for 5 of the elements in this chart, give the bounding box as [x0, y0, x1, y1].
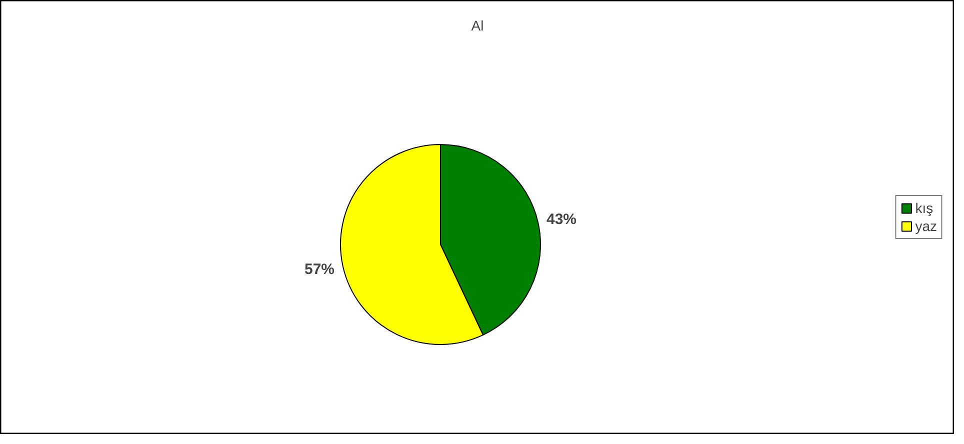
legend-label: kış: [915, 200, 934, 216]
legend-label: yaz: [915, 218, 937, 234]
chart-title: Al: [471, 18, 484, 34]
data-label: 43%: [546, 211, 577, 228]
data-label: 57%: [304, 260, 335, 278]
